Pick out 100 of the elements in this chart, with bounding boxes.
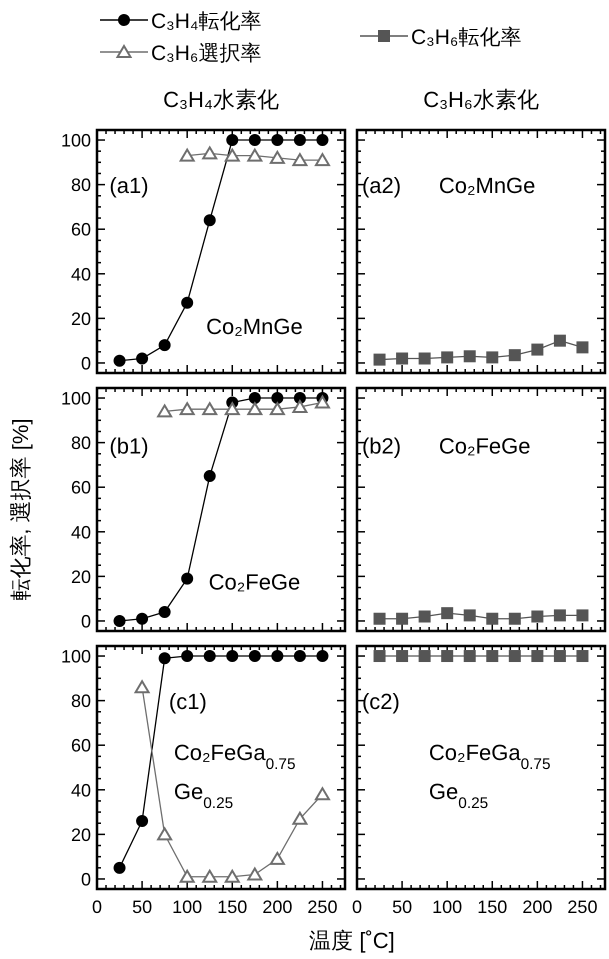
point: [247, 868, 262, 881]
point: [157, 827, 172, 840]
point: [314, 153, 330, 166]
y-tick-label: 60: [70, 220, 91, 240]
legend-label: C₃H₆選択率: [151, 42, 262, 65]
annotation: Co₂MnGe: [206, 314, 303, 340]
point: [248, 650, 261, 662]
point: [226, 650, 238, 662]
point: [181, 296, 194, 309]
legend-label: C₃H₆転化率: [411, 26, 522, 49]
y-tick-label: 0: [80, 869, 91, 890]
y-tick-label: 0: [80, 611, 91, 632]
y-tick-label: 60: [70, 736, 91, 756]
point: [270, 150, 285, 164]
point: [292, 812, 308, 825]
point: [136, 352, 148, 365]
annotation: Co₂FeGe: [438, 434, 531, 459]
y-tick-label: 40: [70, 522, 91, 542]
point: [396, 352, 408, 365]
x-tick-label: 150: [477, 897, 508, 917]
point: [531, 344, 544, 356]
point: [204, 214, 216, 226]
point: [314, 395, 330, 408]
y-tick-label: 80: [70, 175, 91, 196]
y-tick-label: 40: [70, 264, 91, 284]
point: [158, 652, 171, 664]
x-tick-label: 250: [567, 897, 598, 917]
point: [247, 148, 262, 162]
point: [181, 572, 194, 585]
x-axis-title: 温度 [˚C]: [309, 928, 395, 953]
point: [464, 350, 476, 362]
point: [292, 400, 308, 413]
point: [204, 650, 216, 662]
x-tick-label: 150: [217, 897, 248, 917]
x-tick-label: 50: [132, 897, 152, 917]
point: [247, 402, 262, 416]
point: [134, 680, 150, 694]
annotation: (a1): [109, 173, 149, 198]
point: [271, 392, 284, 404]
x-tick-label: 200: [262, 897, 292, 917]
point: [316, 134, 328, 146]
y-tick-label: 100: [60, 130, 91, 151]
y-tick-label: 80: [70, 691, 91, 712]
point: [224, 870, 240, 883]
point: [136, 815, 148, 828]
point: [294, 650, 306, 662]
point: [202, 146, 218, 160]
point: [224, 148, 240, 162]
point: [114, 862, 126, 874]
y-tick-label: 20: [70, 824, 91, 845]
annotation: (c1): [168, 689, 207, 714]
point: [181, 650, 194, 662]
y-tick-label: 20: [70, 566, 91, 587]
x-tick-label: 50: [392, 897, 412, 917]
x-tick-label: 250: [307, 897, 338, 917]
annotation: Co₂FeGe: [208, 570, 300, 595]
point: [292, 153, 308, 166]
chart-title: C₃H₄水素化: [163, 87, 279, 112]
annotation: (b1): [109, 434, 149, 459]
point: [158, 339, 171, 352]
annotation: (b2): [362, 434, 402, 459]
y-tick-label: 20: [70, 308, 91, 329]
point: [158, 606, 171, 618]
point: [180, 148, 195, 162]
y-tick-label: 100: [60, 646, 91, 667]
point: [508, 349, 521, 362]
point: [248, 392, 261, 404]
annotation: Co₂MnGe: [438, 173, 536, 198]
y-tick-label: 100: [60, 388, 91, 409]
point: [314, 787, 330, 800]
point: [114, 614, 126, 627]
annotation: Ge$_{0.25}$: [428, 779, 488, 812]
point: [114, 354, 126, 367]
point: [180, 402, 195, 416]
point: [157, 404, 172, 418]
point: [136, 612, 148, 625]
point: [202, 870, 218, 883]
point: [418, 352, 431, 365]
point: [224, 402, 240, 416]
point: [576, 341, 588, 354]
point: [374, 354, 386, 366]
y-tick-label: 40: [70, 780, 91, 800]
point: [294, 134, 306, 146]
point: [554, 334, 566, 347]
legend-label: C₃H₄転化率: [151, 10, 262, 33]
annotation: Ge$_{0.25}$: [174, 779, 234, 812]
x-tick-label: 0: [352, 897, 362, 917]
point: [441, 351, 454, 364]
y-tick-label: 60: [70, 478, 91, 498]
annotation: (a2): [362, 173, 402, 198]
x-tick-label: 200: [522, 897, 552, 917]
point: [271, 134, 284, 146]
point: [180, 870, 195, 883]
x-tick-label: 100: [172, 897, 202, 917]
point: [271, 650, 284, 662]
point: [486, 351, 498, 364]
annotation: Co₂FeGa$_{0.75}$: [174, 740, 296, 773]
annotation: (c2): [362, 689, 400, 714]
point: [226, 134, 238, 146]
annotation: Co₂FeGa$_{0.75}$: [428, 740, 551, 773]
